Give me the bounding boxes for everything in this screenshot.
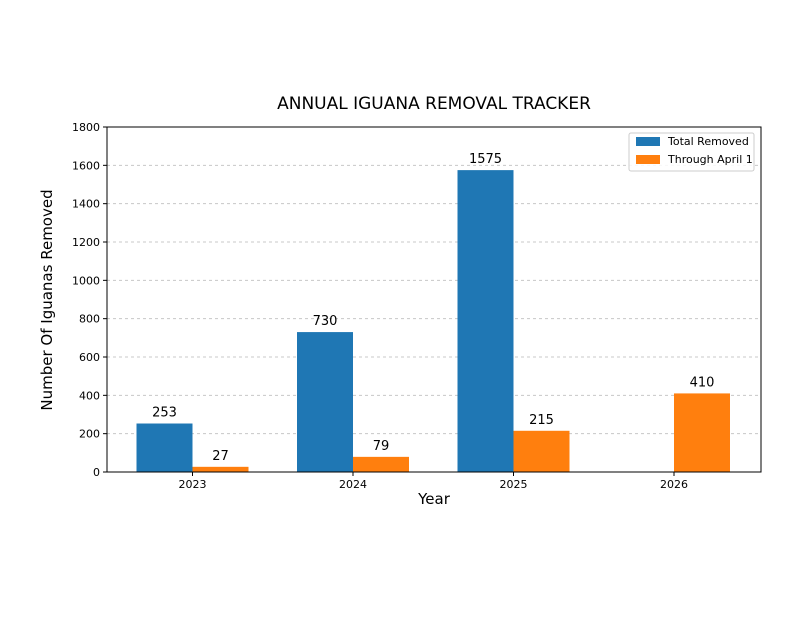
grid-lines bbox=[107, 164, 761, 435]
y-tick-label: 800 bbox=[79, 313, 100, 326]
y-tick-label: 1000 bbox=[72, 274, 100, 287]
bar-total-removed-2024 bbox=[297, 332, 353, 472]
y-tick-label: 1400 bbox=[72, 198, 100, 211]
x-tick-label: 2026 bbox=[660, 478, 688, 491]
y-tick-label: 0 bbox=[93, 466, 100, 479]
legend-swatch-total-removed bbox=[636, 137, 660, 146]
y-tick-label: 1600 bbox=[72, 159, 100, 172]
y-tick-label: 400 bbox=[79, 389, 100, 402]
legend-frame bbox=[628, 132, 755, 172]
legend-label-total-removed: Total Removed bbox=[667, 135, 749, 148]
bar-through-april-1-2026 bbox=[674, 393, 730, 472]
bar-through-april-1-2024 bbox=[353, 456, 409, 472]
x-tick-label: 2025 bbox=[500, 478, 528, 491]
x-axis-label: Year bbox=[417, 490, 451, 508]
data-label-through-april-1-2023: 27 bbox=[212, 449, 229, 464]
legend-label-through-april-1: Through April 1 bbox=[667, 153, 753, 166]
y-axis-label: Number Of Iguanas Removed bbox=[38, 189, 56, 410]
data-label-through-april-1-2025: 215 bbox=[529, 413, 554, 428]
data-label-total-removed-2023: 253 bbox=[152, 406, 177, 421]
bar-data-labels: 253 27 730 79 1575 215 410 bbox=[152, 152, 714, 464]
legend: Total Removed Through April 1 bbox=[628, 132, 755, 172]
bar-total-removed-2023 bbox=[136, 423, 193, 472]
bar-through-april-1-2025 bbox=[513, 430, 570, 472]
legend-swatch-through-april-1 bbox=[636, 155, 660, 164]
data-label-through-april-1-2024: 79 bbox=[373, 439, 390, 454]
y-tick-label: 1200 bbox=[72, 236, 100, 249]
bars bbox=[136, 170, 730, 472]
x-tick-label: 2023 bbox=[179, 478, 207, 491]
plot-frame bbox=[106, 126, 762, 473]
bar-total-removed-2025 bbox=[457, 170, 514, 472]
data-label-total-removed-2024: 730 bbox=[313, 314, 338, 329]
y-axis-ticks: 0 200 400 600 800 1000 1200 1400 1600 1800 bbox=[72, 121, 107, 479]
data-label-through-april-1-2026: 410 bbox=[690, 375, 715, 390]
y-tick-label: 200 bbox=[79, 428, 100, 441]
chart-title: ANNUAL IGUANA REMOVAL TRACKER bbox=[277, 94, 591, 114]
bar-through-april-1-2023 bbox=[192, 466, 249, 472]
y-tick-label: 1800 bbox=[72, 121, 100, 134]
x-tick-label: 2024 bbox=[339, 478, 367, 491]
x-axis-ticks: 2023 2024 2025 2026 bbox=[179, 472, 688, 491]
data-label-total-removed-2025: 1575 bbox=[469, 152, 502, 167]
y-tick-label: 600 bbox=[79, 351, 100, 364]
